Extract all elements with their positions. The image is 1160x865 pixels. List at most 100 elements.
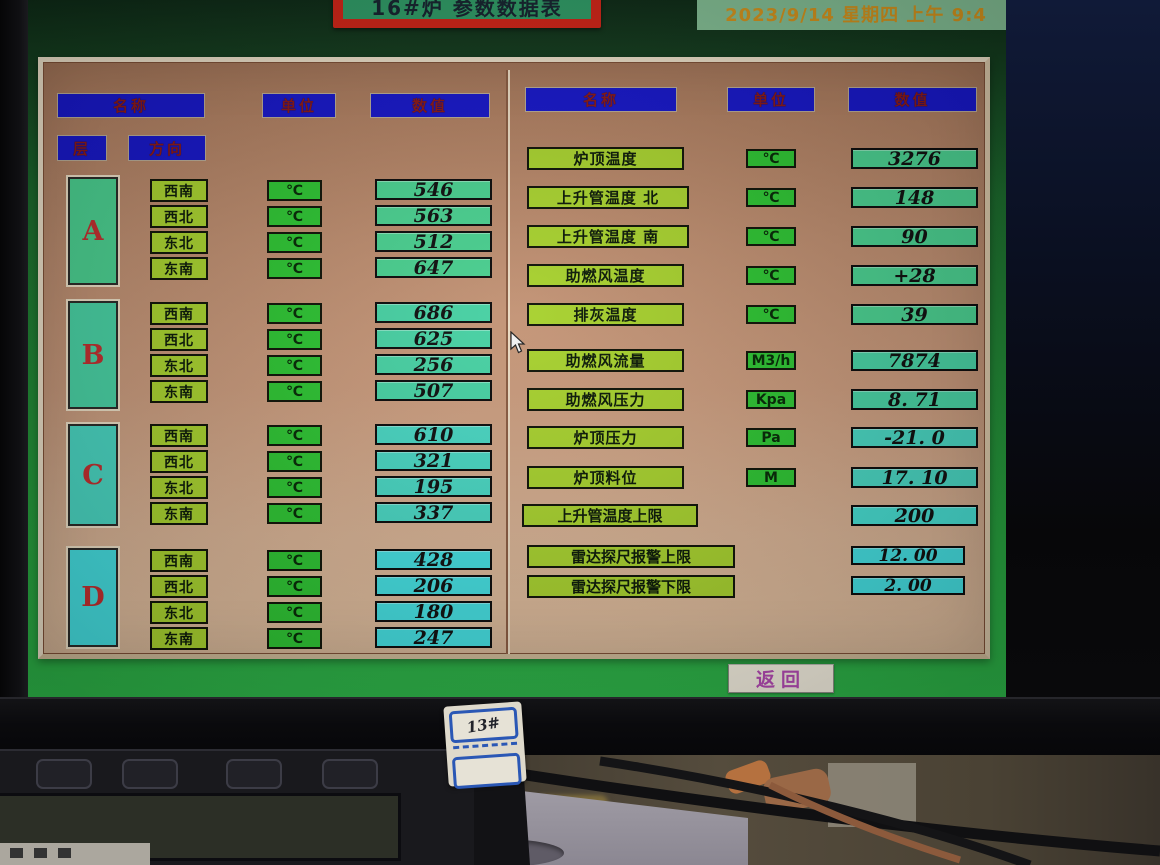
unit-label: ℃: [267, 381, 322, 402]
direction-label: 东北: [150, 601, 208, 624]
table-row: 东南 ℃ 337: [150, 502, 495, 525]
value-display: 428: [375, 549, 492, 571]
value-display: 180: [375, 601, 492, 623]
device-key: [34, 848, 47, 858]
left-header-name: 名称: [57, 93, 205, 118]
unit-label: ℃: [267, 329, 322, 350]
table-row: 东南 ℃ 507: [150, 380, 495, 403]
unit-label: ℃: [267, 258, 322, 279]
device-button: [122, 759, 178, 789]
monitor-bezel-right: [1006, 0, 1160, 762]
stand-label-sticker: 13#: [443, 701, 527, 790]
unit-label: ℃: [267, 602, 322, 623]
direction-label: 西北: [150, 205, 208, 228]
value-display: 610: [375, 424, 492, 446]
return-button[interactable]: 返回: [728, 664, 834, 693]
unit-label: ℃: [746, 305, 796, 324]
value-display: 321: [375, 450, 492, 472]
datetime-display: 2023/9/14 星期四 上午 9:4: [697, 0, 1006, 30]
value-display: 686: [375, 302, 492, 324]
table-row: 西北 ℃ 321: [150, 450, 495, 473]
unit-label: ℃: [746, 227, 796, 246]
parameter-name-label: 炉顶压力: [527, 426, 684, 449]
direction-label: 东南: [150, 627, 208, 650]
parameter-name-label: 排灰温度: [527, 303, 684, 326]
value-display: 247: [375, 627, 492, 649]
unit-label: ℃: [267, 628, 322, 649]
panel-divider: [506, 70, 510, 654]
unit-label: ℃: [267, 503, 322, 524]
layer-c-rows: 西南 ℃ 610 西北 ℃ 321 东北 ℃ 195 东南 ℃ 337: [150, 424, 495, 528]
value-display: 625: [375, 328, 492, 350]
unit-label: ℃: [267, 550, 322, 571]
parameter-name-label: 上升管温度上限: [522, 504, 698, 527]
unit-label: ℃: [746, 188, 796, 207]
value-display: 512: [375, 231, 492, 253]
device-button: [226, 759, 282, 789]
value-display: 200: [851, 505, 978, 527]
unit-label: M3/h: [746, 351, 796, 370]
right-header-unit: 单位: [727, 87, 815, 112]
parameter-name-label: 助燃风温度: [527, 264, 684, 287]
unit-label: ℃: [267, 355, 322, 376]
unit-label: ℃: [267, 477, 322, 498]
device-button: [36, 759, 92, 789]
table-row: 助燃风温度 ℃ +28: [43, 264, 985, 287]
device-key: [58, 848, 71, 858]
direction-label: 东北: [150, 231, 208, 254]
desk-scene: [0, 749, 1160, 865]
parameter-name-label: 上升管温度 南: [527, 225, 689, 248]
direction-label: 西北: [150, 575, 208, 598]
value-display: -21. 0: [851, 427, 978, 449]
unit-label: ℃: [267, 425, 322, 446]
direction-label: 西南: [150, 549, 208, 572]
parameter-panel: 名称 单位 数值 层 方向 名称 单位 数值 A B C D 西南 ℃ 546 …: [38, 57, 990, 659]
layer-badge-d: D: [68, 548, 118, 647]
direction-label: 西北: [150, 328, 208, 351]
unit-label: Pa: [746, 428, 796, 447]
device-button: [322, 759, 378, 789]
table-row: 东南 ℃ 647: [150, 257, 495, 280]
value-display: 12. 00: [851, 546, 965, 566]
table-row: 助燃风流量 M3/h 7874: [43, 349, 985, 372]
parameter-name-label: 上升管温度 北: [527, 186, 689, 209]
left-header-direction: 方向: [128, 135, 206, 161]
table-row: 雷达探尺报警下限 2. 00: [43, 575, 985, 598]
value-display: 647: [375, 257, 492, 279]
left-header-unit: 单位: [262, 93, 336, 118]
right-header-value: 数值: [848, 87, 977, 112]
table-row: 炉顶温度 ℃ 3276: [43, 147, 985, 170]
value-display: 17. 10: [851, 467, 978, 489]
table-row: 炉顶料位 M 17. 10: [43, 466, 985, 489]
parameter-name-label: 炉顶温度: [527, 147, 684, 170]
unit-label: M: [746, 468, 796, 487]
parameter-name-label: 雷达探尺报警上限: [527, 545, 735, 568]
value-display: 90: [851, 226, 978, 248]
sticker-divider: [453, 741, 518, 755]
table-row: 上升管温度 南 ℃ 90: [43, 225, 985, 248]
table-row: 西南 ℃ 546: [150, 179, 495, 202]
value-display: 337: [375, 502, 492, 524]
value-display: 563: [375, 205, 492, 227]
table-row: 西北 ℃ 206: [150, 575, 495, 598]
direction-label: 西南: [150, 179, 208, 202]
table-row: 西南 ℃ 686: [150, 302, 495, 325]
left-header-value: 数值: [370, 93, 490, 118]
layer-d-rows: 西南 ℃ 428 西北 ℃ 206 东北 ℃ 180 东南 ℃ 247: [150, 549, 495, 653]
table-row: 排灰温度 ℃ 39: [43, 303, 985, 326]
unit-label: ℃: [746, 149, 796, 168]
unit-label: ℃: [267, 576, 322, 597]
table-row: 东南 ℃ 247: [150, 627, 495, 650]
table-row: 西南 ℃ 428: [150, 549, 495, 572]
table-row: 东北 ℃ 195: [150, 476, 495, 499]
parameter-name-label: 炉顶料位: [527, 466, 684, 489]
page-title: 16#炉 参数数据表: [343, 0, 591, 19]
cables: [449, 756, 1160, 865]
monitor-bezel-left: [0, 0, 28, 762]
layer-badge-a: A: [68, 177, 118, 285]
device-key: [10, 848, 23, 858]
parameter-name-label: 助燃风流量: [527, 349, 684, 372]
value-display: 256: [375, 354, 492, 376]
table-row: 上升管温度 北 ℃ 148: [43, 186, 985, 209]
value-display: 507: [375, 380, 492, 402]
